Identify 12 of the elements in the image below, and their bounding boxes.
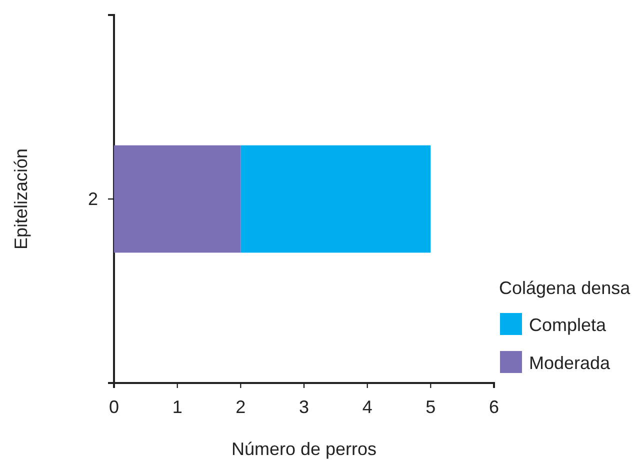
x-tick-label: 3 bbox=[298, 396, 310, 417]
y-axis-title: Epitelización bbox=[11, 148, 31, 250]
x-tick-label: 2 bbox=[236, 396, 246, 417]
x-tick-label: 4 bbox=[362, 396, 372, 417]
x-axis-title: Número de perros bbox=[231, 439, 377, 459]
legend-title: Colágena densa bbox=[499, 278, 632, 298]
legend-label: Completa bbox=[529, 315, 608, 335]
x-tick-label: 6 bbox=[488, 396, 500, 417]
x-tick-label: 5 bbox=[426, 396, 436, 417]
legend-label: Moderada bbox=[529, 353, 612, 373]
x-tick-label: 1 bbox=[172, 396, 182, 417]
x-tick-label: 0 bbox=[108, 396, 120, 417]
